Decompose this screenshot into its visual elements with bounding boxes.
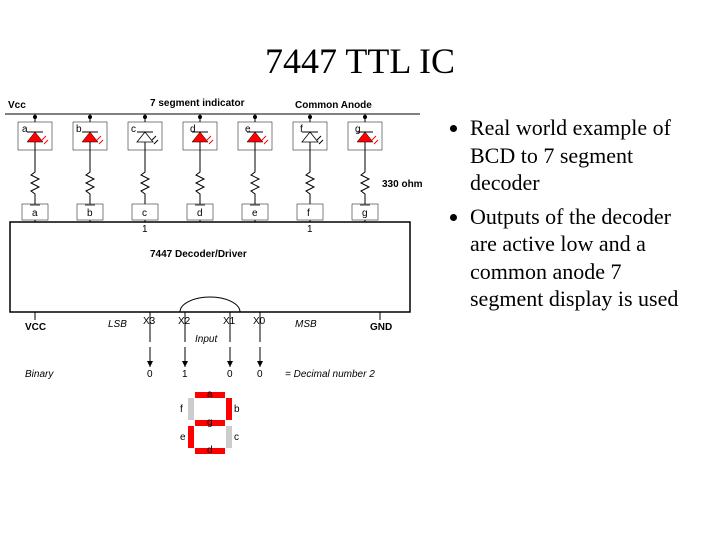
seg-f-label: f — [300, 124, 303, 135]
led-array: a b — [18, 114, 382, 167]
svg-text:1: 1 — [142, 224, 148, 235]
svg-text:b: b — [234, 404, 240, 415]
decimal-label: = Decimal number 2 — [285, 369, 375, 380]
seg-b-label: b — [76, 124, 82, 135]
seg-a-label: a — [22, 124, 28, 135]
svg-text:g: g — [362, 208, 368, 219]
common-anode-label: Common Anode — [295, 100, 372, 111]
lsb-label: LSB — [108, 319, 127, 330]
svg-text:b: b — [87, 208, 93, 219]
gnd-label: GND — [370, 322, 392, 333]
decoder-body — [10, 222, 410, 312]
x0-label: X0 — [253, 316, 266, 327]
svg-text:f: f — [307, 208, 310, 219]
svg-text:a: a — [32, 208, 38, 219]
x2-label: X2 — [178, 316, 191, 327]
input-label: Input — [195, 334, 218, 345]
bullet-2: Outputs of the decoder are active low an… — [470, 203, 690, 313]
svg-text:f: f — [180, 404, 183, 415]
svg-text:0: 0 — [257, 369, 263, 380]
msb-label: MSB — [295, 319, 317, 330]
svg-text:0: 0 — [147, 369, 153, 380]
svg-text:d: d — [207, 445, 213, 456]
svg-text:a: a — [207, 389, 213, 400]
svg-text:g: g — [207, 417, 213, 428]
decoder-label: 7447 Decoder/Driver — [150, 249, 247, 260]
binary-label: Binary — [25, 369, 54, 380]
resistor-array — [31, 167, 369, 202]
vcc-pin-label: VCC — [25, 322, 46, 333]
bullet-list: Real world example of BCD to 7 segment d… — [430, 92, 700, 512]
resistor-value: 330 ohm — [382, 179, 423, 190]
svg-text:0: 0 — [227, 369, 233, 380]
svg-text:c: c — [234, 432, 239, 443]
svg-text:c: c — [142, 208, 147, 219]
binary-row: Binary 0 1 0 0 = Decimal number 2 — [25, 347, 375, 380]
svg-text:1: 1 — [182, 369, 188, 380]
page-title: 7447 TTL IC — [0, 0, 720, 92]
circuit-diagram: Vcc 7 segment indicator Common Anode a — [0, 92, 430, 512]
vcc-label: Vcc — [8, 100, 26, 111]
bullet-1: Real world example of BCD to 7 segment d… — [470, 114, 690, 197]
svg-text:e: e — [180, 432, 186, 443]
seg-c-label: c — [131, 124, 136, 135]
decoder-input-pins: VCC LSB X3 X2 X1 X0 MSB GND Input — [25, 312, 392, 345]
x3-label: X3 — [143, 316, 156, 327]
svg-text:1: 1 — [307, 224, 313, 235]
svg-text:d: d — [197, 208, 203, 219]
x1-label: X1 — [223, 316, 236, 327]
indicator-label: 7 segment indicator — [150, 98, 245, 109]
svg-text:e: e — [252, 208, 258, 219]
seg-e-label: e — [245, 124, 251, 135]
seg-d-label: d — [190, 124, 196, 135]
seven-seg-display: a f b g e c d — [180, 389, 240, 456]
seg-g-label: g — [355, 124, 361, 135]
